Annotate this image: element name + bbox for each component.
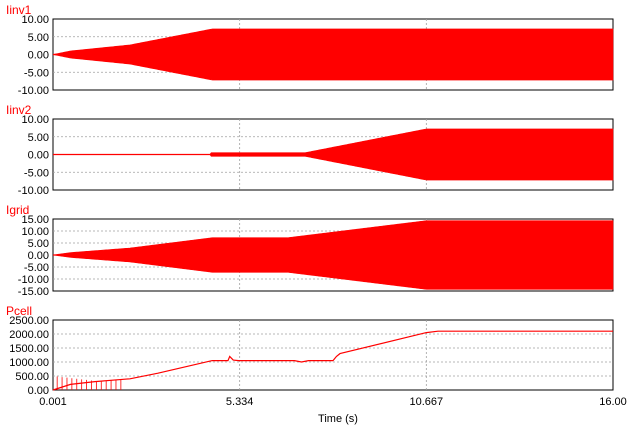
y-tick-label: -5.00 [24, 67, 49, 79]
y-tick-label: 0.00 [28, 150, 49, 162]
y-tick-label: 2500.00 [9, 315, 49, 327]
y-tick-label: 5.00 [28, 238, 49, 250]
pcell-series [52, 330, 613, 391]
y-tick-label: -10.00 [18, 85, 49, 97]
y-tick-label: 5.00 [28, 132, 49, 144]
y-tick-label: 10.00 [21, 114, 49, 126]
y-tick-label: 500.00 [15, 371, 49, 383]
y-tick-label: 15.00 [21, 214, 49, 226]
x-tick-label: 5.334 [226, 396, 254, 408]
panel-title: Iinv1 [6, 3, 32, 17]
y-tick-label: -5.00 [24, 167, 49, 179]
y-tick-label: 0.00 [28, 385, 49, 397]
y-tick-label: 5.00 [28, 32, 49, 44]
y-tick-label: 1000.00 [9, 357, 49, 369]
y-tick-label: 2000.00 [9, 329, 49, 341]
y-tick-label: 1500.00 [9, 343, 49, 355]
y-tick-label: -15.00 [18, 286, 49, 298]
y-tick-label: -5.00 [24, 262, 49, 274]
panel-title: Iinv2 [6, 103, 32, 117]
y-tick-label: 0.00 [28, 250, 49, 262]
x-tick-label: 0.001 [39, 396, 67, 408]
x-tick-label: 10.667 [410, 396, 444, 408]
y-tick-label: 10.00 [21, 14, 49, 26]
x-axis-label: Time (s) [318, 413, 358, 425]
y-tick-label: -10.00 [18, 274, 49, 286]
x-tick-label: 16.00 [599, 396, 627, 408]
plot-frame-3 [52, 319, 614, 391]
y-tick-label: 10.00 [21, 226, 49, 238]
y-tick-label: -10.00 [18, 185, 49, 197]
panel-title: Pcell [6, 304, 32, 318]
panel-title: Igrid [6, 203, 29, 217]
pcell-transient [56, 376, 122, 390]
y-tick-label: 0.00 [28, 50, 49, 62]
